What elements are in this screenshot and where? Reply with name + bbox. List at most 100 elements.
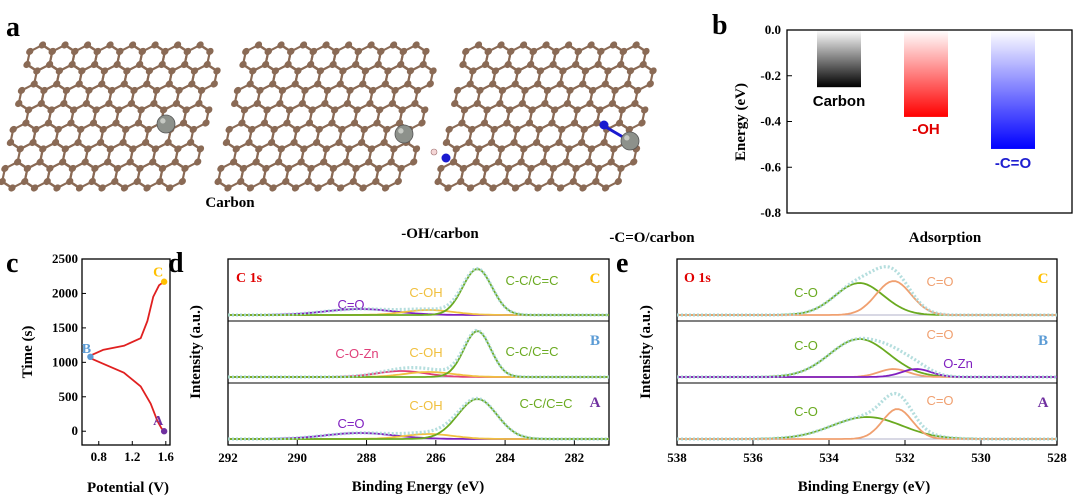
carbon-atom: [364, 158, 373, 166]
carbon-atom: [505, 106, 514, 114]
carbon-atom: [83, 41, 92, 49]
carbon-atom: [8, 184, 16, 192]
chart-peak-label: C-O: [794, 404, 818, 419]
chart-sample-label: A: [1038, 395, 1049, 411]
carbon-atom: [472, 158, 480, 166]
chart-b-bar: [904, 30, 948, 117]
carbon-atom: [336, 184, 345, 192]
chart-envelope: [677, 391, 1057, 441]
carbon-atom: [615, 119, 624, 127]
carbon-atom: [178, 177, 186, 186]
carbon-atom: [231, 99, 239, 108]
carbon-atom: [55, 67, 64, 75]
carbon-atom: [498, 86, 507, 95]
carbon-atom: [143, 184, 151, 192]
panel-label-c: c: [6, 248, 18, 279]
carbon-atom: [549, 164, 558, 173]
chart-d-region-label: C 1s: [236, 271, 263, 286]
lattice-oh-carbon: [214, 41, 437, 192]
carbon-atom: [631, 99, 639, 108]
carbon-atom: [290, 138, 298, 147]
carbon-atom: [616, 60, 625, 69]
carbon-atom: [158, 164, 167, 173]
carbon-atom: [36, 158, 44, 166]
chart-d: Binding Energy (eV) Intensity (a.u.) C 1…: [188, 258, 610, 495]
carbon-atom: [633, 86, 642, 95]
carbon-atom: [129, 145, 137, 153]
carbon-atom: [315, 125, 323, 134]
caption-oh-carbon: -OH/carbon: [401, 226, 479, 242]
carbon-atom: [395, 119, 404, 127]
carbon-atom: [98, 184, 106, 192]
chart-xtick-label: 530: [971, 450, 991, 465]
carbon-atom: [246, 184, 255, 192]
carbon-atom: [421, 106, 429, 114]
carbon-atom: [259, 177, 267, 186]
carbon-atom: [43, 177, 51, 186]
carbon-atom: [607, 158, 615, 166]
carbon-atom: [81, 158, 89, 166]
carbon-atom: [161, 47, 169, 56]
carbon-atom: [113, 60, 121, 69]
carbon-atom: [528, 106, 536, 114]
carbon-atom: [38, 41, 47, 49]
chart-c-point: [87, 353, 94, 361]
carbon-atom: [37, 99, 45, 108]
carbon-atom: [456, 177, 465, 186]
carbon-atom: [374, 60, 382, 69]
carbon-atom: [480, 119, 489, 127]
carbon-atom: [260, 119, 269, 127]
carbon-atom: [507, 47, 515, 56]
carbon-atom: [196, 145, 205, 153]
carbon-atom: [383, 125, 391, 134]
carbon-atom: [74, 138, 82, 147]
chart-xtick-label: 286: [426, 450, 446, 465]
carbon-atom: [510, 138, 518, 147]
carbon-atom: [564, 41, 573, 49]
carbon-atom: [572, 164, 580, 173]
carbon-atom: [384, 67, 392, 75]
carbon-atom: [372, 177, 380, 186]
carbon-atom: [233, 86, 242, 95]
carbon-atom: [346, 86, 354, 95]
carbon-atom: [354, 47, 363, 56]
carbon-atom: [344, 41, 353, 49]
carbon-atom: [69, 106, 78, 114]
carbon-atom: [271, 67, 280, 75]
chart-peak-curve: [677, 408, 1057, 440]
carbon-atom: [332, 47, 340, 56]
carbon-atom: [156, 177, 164, 186]
carbon-atom: [497, 41, 505, 49]
carbon-atom: [357, 138, 366, 147]
carbon-atom: [466, 80, 474, 88]
carbon-atom: [171, 158, 179, 166]
chart-peak-curve: [677, 280, 1057, 316]
carbon-atom: [610, 145, 618, 153]
chart-peak-label: C-C/C=C: [505, 273, 558, 288]
carbon-atom: [331, 106, 339, 114]
chart-c-frame: [81, 258, 171, 446]
carbon-atom: [77, 125, 85, 134]
carbon-atom: [532, 138, 541, 147]
carbon-atom: [596, 106, 604, 114]
metal-atom-carbon-highlight: [160, 118, 166, 124]
metal-atom-co: [620, 131, 640, 151]
carbon-atom: [276, 99, 284, 108]
carbon-atom: [103, 158, 112, 166]
carbon-atom: [305, 119, 314, 127]
carbon-atom: [274, 158, 283, 166]
carbon-atom: [399, 47, 408, 56]
carbon-atom: [335, 138, 343, 147]
carbon-atom: [565, 145, 573, 153]
carbon-atom: [452, 145, 461, 153]
carbon-atom: [368, 86, 377, 95]
carbon-atom: [649, 67, 657, 75]
carbon-atom: [203, 60, 211, 69]
carbon-atom: [30, 184, 39, 192]
carbon-atom: [548, 119, 556, 127]
carbon-atom: [293, 125, 301, 134]
carbon-atom: [642, 47, 650, 56]
carbon-atom: [468, 125, 476, 134]
carbon-atom: [449, 158, 458, 166]
carbon-atom: [66, 177, 74, 186]
